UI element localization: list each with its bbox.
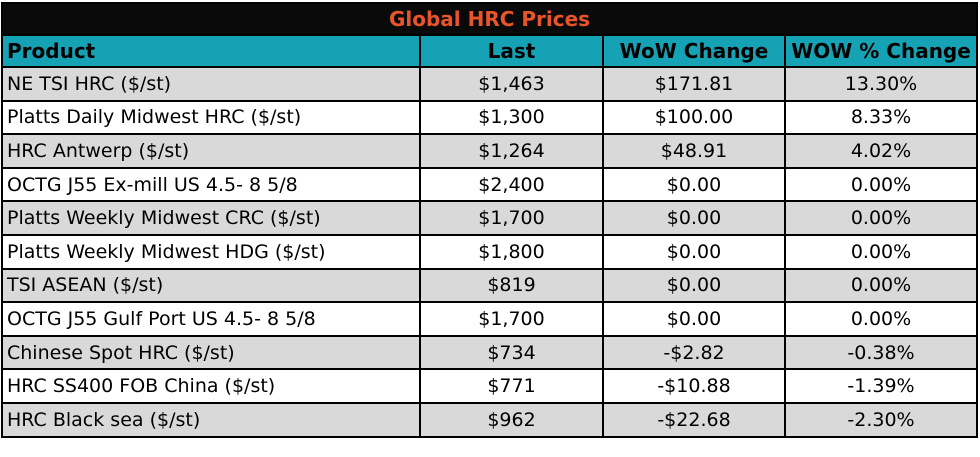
last-price-cell: $1,264	[419, 133, 604, 169]
wow-change-cell: -$2.82	[602, 334, 786, 371]
last-price-cell: $1,700	[419, 301, 604, 337]
product-cell: HRC Antwerp ($/st)	[1, 133, 421, 169]
last-price-cell: $771	[419, 368, 604, 404]
product-cell: HRC SS400 FOB China ($/st)	[1, 368, 421, 404]
product-cell: TSI ASEAN ($/st)	[1, 267, 421, 304]
product-cell: OCTG J55 Gulf Port US 4.5- 8 5/8	[1, 301, 421, 337]
wow-change-cell: $0.00	[602, 267, 786, 304]
wow-change-cell: $48.91	[602, 133, 786, 169]
table-row: NE TSI HRC ($/st) $1,463 $171.81 13.30%	[1, 66, 978, 102]
wow-change-cell: $100.00	[602, 99, 786, 136]
last-price-cell: $819	[419, 267, 604, 304]
hrc-prices-table: Global HRC Prices Product Last WoW Chang…	[1, 2, 978, 438]
last-price-cell: $1,800	[419, 233, 604, 270]
wow-pct-change-cell: 0.00%	[784, 267, 978, 304]
product-cell: OCTG J55 Ex-mill US 4.5- 8 5/8	[1, 166, 421, 203]
wow-pct-change-cell: -2.30%	[784, 401, 978, 438]
wow-change-cell: $0.00	[602, 200, 786, 236]
column-header-wow-pct-change: WOW % Change	[784, 34, 978, 68]
product-cell: Platts Weekly Midwest HDG ($/st)	[1, 233, 421, 270]
wow-pct-change-cell: 0.00%	[784, 200, 978, 236]
table-title-row: Global HRC Prices	[1, 2, 978, 36]
table-row: Platts Daily Midwest HRC ($/st) $1,300 $…	[1, 99, 978, 136]
wow-change-cell: -$10.88	[602, 368, 786, 404]
wow-pct-change-cell: 0.00%	[784, 166, 978, 203]
wow-pct-change-cell: 4.02%	[784, 133, 978, 169]
product-cell: Platts Weekly Midwest CRC ($/st)	[1, 200, 421, 236]
column-header-row: Product Last WoW Change WOW % Change	[1, 34, 978, 68]
product-cell: Platts Daily Midwest HRC ($/st)	[1, 99, 421, 136]
last-price-cell: $962	[419, 401, 604, 438]
table-row: HRC Antwerp ($/st) $1,264 $48.91 4.02%	[1, 133, 978, 169]
wow-pct-change-cell: -1.39%	[784, 368, 978, 404]
wow-change-cell: $171.81	[602, 66, 786, 102]
table-row: OCTG J55 Gulf Port US 4.5- 8 5/8 $1,700 …	[1, 301, 978, 337]
wow-pct-change-cell: -0.38%	[784, 334, 978, 371]
column-header-product: Product	[1, 34, 421, 68]
wow-change-cell: $0.00	[602, 233, 786, 270]
wow-change-cell: $0.00	[602, 301, 786, 337]
last-price-cell: $2,400	[419, 166, 604, 203]
product-cell: HRC Black sea ($/st)	[1, 401, 421, 438]
wow-change-cell: $0.00	[602, 166, 786, 203]
table-row: Chinese Spot HRC ($/st) $734 -$2.82 -0.3…	[1, 334, 978, 371]
last-price-cell: $734	[419, 334, 604, 371]
product-cell: NE TSI HRC ($/st)	[1, 66, 421, 102]
wow-pct-change-cell: 13.30%	[784, 66, 978, 102]
table-row: HRC Black sea ($/st) $962 -$22.68 -2.30%	[1, 401, 978, 438]
last-price-cell: $1,463	[419, 66, 604, 102]
wow-pct-change-cell: 8.33%	[784, 99, 978, 136]
wow-pct-change-cell: 0.00%	[784, 233, 978, 270]
last-price-cell: $1,300	[419, 99, 604, 136]
table-row: HRC SS400 FOB China ($/st) $771 -$10.88 …	[1, 368, 978, 404]
last-price-cell: $1,700	[419, 200, 604, 236]
table-title: Global HRC Prices	[1, 2, 978, 36]
product-cell: Chinese Spot HRC ($/st)	[1, 334, 421, 371]
column-header-wow-change: WoW Change	[602, 34, 786, 68]
table-row: TSI ASEAN ($/st) $819 $0.00 0.00%	[1, 267, 978, 304]
wow-pct-change-cell: 0.00%	[784, 301, 978, 337]
table-row: OCTG J55 Ex-mill US 4.5- 8 5/8 $2,400 $0…	[1, 166, 978, 203]
column-header-last: Last	[419, 34, 604, 68]
table-row: Platts Weekly Midwest CRC ($/st) $1,700 …	[1, 200, 978, 236]
table-row: Platts Weekly Midwest HDG ($/st) $1,800 …	[1, 233, 978, 270]
wow-change-cell: -$22.68	[602, 401, 786, 438]
